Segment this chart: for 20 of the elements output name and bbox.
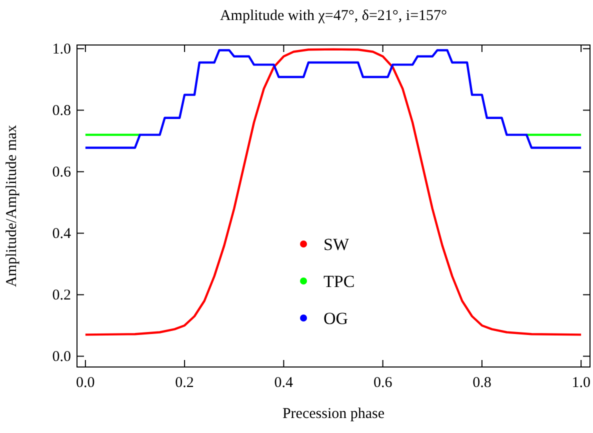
y-tick-label: 0.2 [52, 288, 71, 304]
x-tick-label: 0.0 [76, 375, 95, 391]
x-tick-label: 0.4 [274, 375, 294, 391]
x-tick-label: 0.2 [175, 375, 194, 391]
x-tick-label: 1.0 [572, 375, 590, 391]
y-tick-label: 0.8 [52, 103, 71, 120]
x-tick-label: 0.8 [472, 375, 492, 391]
y-axis-title: Amplitude/Amplitude max [4, 124, 20, 288]
y-tick-label: 0.6 [52, 164, 72, 181]
line-series [84, 49, 582, 149]
chart-title: Amplitude with χ=47°, δ=21°, i=157° [220, 8, 448, 24]
legend-label: SW [324, 235, 350, 254]
legend-label: OG [324, 309, 348, 328]
y-tick-label: 1.0 [52, 42, 71, 58]
x-tick-label: 0.6 [373, 375, 393, 391]
y-tick-label: 0.0 [52, 349, 71, 366]
x-axis-title: Precession phase [282, 406, 385, 422]
legend-label: TPC [324, 272, 355, 291]
line-series [84, 48, 582, 336]
y-tick-label: 0.4 [52, 226, 72, 242]
